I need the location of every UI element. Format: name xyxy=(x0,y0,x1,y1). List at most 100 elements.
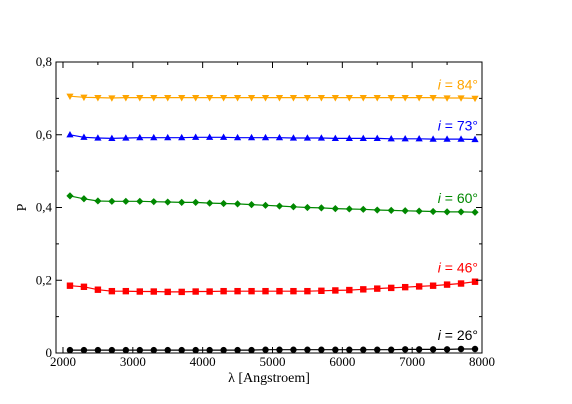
data-point xyxy=(443,95,451,102)
data-point xyxy=(94,134,102,141)
data-point xyxy=(457,95,465,102)
data-point xyxy=(66,346,74,354)
data-point xyxy=(415,283,423,290)
data-point xyxy=(94,197,102,205)
data-point xyxy=(289,95,298,102)
y-tick-label: 0,4 xyxy=(36,200,53,215)
data-point xyxy=(206,199,214,207)
data-point xyxy=(457,208,465,216)
data-point xyxy=(220,287,227,295)
data-point xyxy=(247,133,256,141)
data-point xyxy=(220,346,227,354)
series-labels: i = 84°i = 73°i = 60°i = 46°i = 26° xyxy=(438,76,478,343)
data-point xyxy=(317,204,325,212)
data-point xyxy=(192,133,200,140)
data-point xyxy=(471,278,479,285)
data-point xyxy=(192,346,199,354)
data-point xyxy=(122,197,130,205)
data-point xyxy=(374,346,381,353)
data-point xyxy=(457,280,465,287)
data-point xyxy=(220,133,228,140)
y-tick-label: 0,8 xyxy=(36,54,52,69)
series-label: i = 84° xyxy=(438,76,478,92)
data-point xyxy=(233,200,242,208)
data-point xyxy=(331,95,339,102)
data-point xyxy=(317,134,325,141)
data-point xyxy=(136,288,144,295)
data-point xyxy=(443,346,451,353)
data-point xyxy=(429,207,437,216)
data-point xyxy=(345,205,353,213)
series-label: i = 73° xyxy=(438,117,478,133)
data-point xyxy=(373,134,381,141)
plot-frame xyxy=(55,61,483,354)
series-label: i = 26° xyxy=(438,327,478,343)
data-point xyxy=(248,346,255,354)
series-line xyxy=(69,134,476,141)
data-point xyxy=(122,95,130,102)
data-point xyxy=(443,208,451,216)
data-point xyxy=(471,95,479,103)
data-point xyxy=(261,201,270,209)
data-point xyxy=(150,95,158,102)
x-tick-label: 4000 xyxy=(190,354,216,369)
data-point xyxy=(290,346,297,353)
data-point xyxy=(164,288,171,296)
data-point xyxy=(276,346,283,353)
data-point xyxy=(247,95,256,102)
y-axis-label: P xyxy=(15,203,30,211)
data-point xyxy=(150,133,158,141)
data-point xyxy=(303,95,312,102)
data-point xyxy=(373,95,381,102)
data-point xyxy=(178,288,185,296)
data-point xyxy=(206,288,213,295)
data-point xyxy=(415,207,423,215)
data-point xyxy=(66,130,74,138)
data-point xyxy=(401,283,409,291)
data-point xyxy=(387,206,395,215)
series-label: i = 46° xyxy=(438,260,478,276)
data-point xyxy=(122,134,130,141)
data-point xyxy=(233,95,242,102)
series-line xyxy=(69,195,476,213)
series-label-var: i xyxy=(438,117,442,133)
data-point xyxy=(80,94,88,102)
data-point xyxy=(206,346,213,354)
data-point xyxy=(360,286,367,293)
data-point xyxy=(318,287,325,294)
data-point xyxy=(303,203,312,212)
data-point xyxy=(108,134,116,141)
data-point xyxy=(108,287,116,295)
data-point xyxy=(304,346,311,353)
series-line xyxy=(69,95,476,99)
data-point xyxy=(415,95,423,102)
data-point xyxy=(388,284,395,292)
series-84 xyxy=(66,93,479,103)
data-point xyxy=(373,206,381,214)
x-tick-label: 8000 xyxy=(469,354,495,369)
data-point xyxy=(164,95,172,102)
data-point xyxy=(359,205,367,213)
data-point xyxy=(303,134,312,141)
data-point xyxy=(332,346,339,353)
data-point xyxy=(136,346,144,354)
data-point xyxy=(374,285,381,292)
data-point xyxy=(108,95,116,102)
data-point xyxy=(178,95,186,102)
data-point xyxy=(66,282,74,289)
data-point xyxy=(261,133,270,141)
data-point xyxy=(248,287,255,295)
data-point xyxy=(415,134,423,142)
data-point xyxy=(457,345,465,353)
data-point xyxy=(360,346,367,353)
data-point xyxy=(233,133,242,141)
data-point xyxy=(178,133,186,141)
data-point xyxy=(206,133,214,140)
data-point xyxy=(80,346,88,354)
data-point xyxy=(331,204,339,213)
data-point xyxy=(443,135,451,142)
data-point xyxy=(359,134,367,141)
data-point xyxy=(234,287,241,295)
data-point xyxy=(289,203,298,211)
data-point xyxy=(94,286,102,293)
